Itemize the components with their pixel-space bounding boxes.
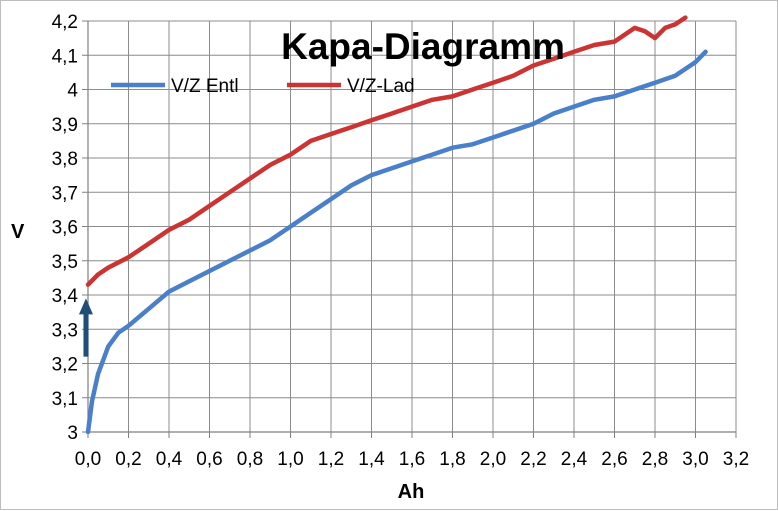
y-tick-label: 3,4 <box>52 286 79 307</box>
x-tick-label: 0,0 <box>75 449 101 470</box>
x-tick-label: 2,6 <box>601 449 627 470</box>
legend: V/Z Entl V/Z-Lad <box>111 76 415 97</box>
x-tick-label: 1,0 <box>277 449 303 470</box>
x-tick-label: 0,2 <box>115 449 141 470</box>
series-line-2 <box>85 15 688 287</box>
y-tick-label: 3,5 <box>52 252 78 273</box>
y-tick-label: 3,9 <box>52 115 78 136</box>
x-tick-label: 0,6 <box>196 449 222 470</box>
y-tick-label: 3,2 <box>52 355 78 376</box>
x-tick-label: 0,4 <box>156 449 183 470</box>
x-tick-label: 1,2 <box>318 449 344 470</box>
series-lines <box>85 15 708 435</box>
x-axis-label: Ah <box>398 481 425 503</box>
axes <box>82 20 737 438</box>
y-tick-labels: 3 3,1 3,2 3,3 3,4 3,5 3,6 3,7 3,8 3,9 4 4,1 4,2 <box>52 12 79 444</box>
y-tick-label: 4,2 <box>52 12 78 33</box>
x-tick-label: 3,0 <box>682 449 708 470</box>
x-tick-labels: 0,0 0,2 0,4 0,6 0,8 1,0 1,2 1,4 1,6 1,8 2,0 2,2 2,4 2… <box>75 449 749 470</box>
x-tick-label: 1,6 <box>399 449 425 470</box>
x-tick-label: 2,4 <box>561 449 588 470</box>
y-tick-label: 3,1 <box>52 389 78 410</box>
y-tick-label: 3,7 <box>52 183 78 204</box>
arrow-head <box>78 298 93 315</box>
chart-title: Kapa-Diagramm <box>281 26 565 67</box>
x-tick-label: 2,8 <box>642 449 668 470</box>
x-tick-label: 3,2 <box>723 449 749 470</box>
y-tick-label: 3,3 <box>52 320 78 341</box>
legend-label-1: V/Z Entl <box>171 76 239 97</box>
y-tick-label: 3,8 <box>52 149 78 170</box>
y-tick-label: 4 <box>67 81 78 102</box>
y-axis-label: V <box>11 221 25 243</box>
annotations <box>78 298 93 357</box>
x-tick-label: 0,8 <box>237 449 263 470</box>
series-line-1 <box>85 49 708 435</box>
y-tick-label: 3,6 <box>52 218 78 239</box>
x-tick-label: 2,2 <box>520 449 546 470</box>
y-tick-label: 3 <box>67 423 78 444</box>
x-tick-label: 2,0 <box>480 449 506 470</box>
y-tick-label: 4,1 <box>52 46 78 67</box>
legend-label-2: V/Z-Lad <box>347 76 415 97</box>
x-tick-label: 1,4 <box>358 449 385 470</box>
x-tick-label: 1,8 <box>439 449 465 470</box>
